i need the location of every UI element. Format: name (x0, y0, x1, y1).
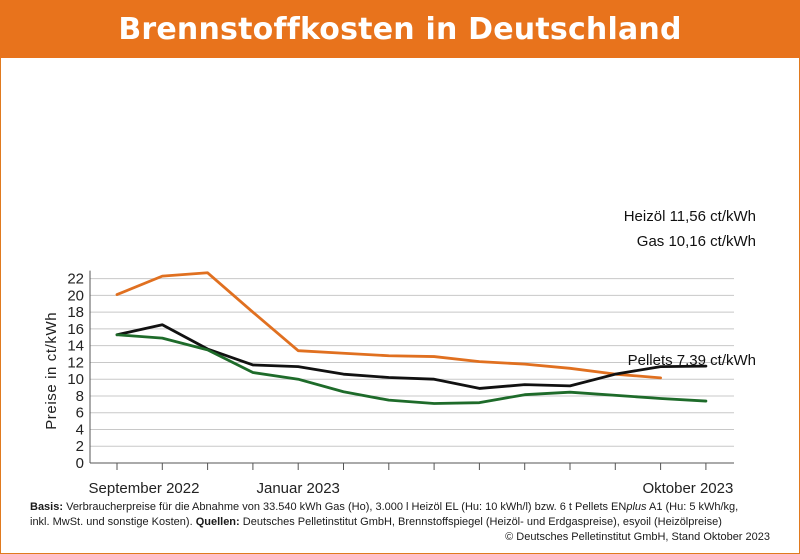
axes (89, 270, 734, 470)
y-tick-label: 14 (67, 338, 84, 355)
y-tick-label: 2 (76, 438, 84, 455)
series-label: Pellets 7,39 ct/kWh (628, 352, 756, 369)
footnote-line-2: inkl. MwSt. und sonstige Kosten). Quelle… (30, 515, 770, 530)
series-label: Gas 10,16 ct/kWh (637, 233, 756, 250)
copyright: © Deutsches Pelletinstitut GmbH, Stand O… (505, 531, 770, 543)
basis-text-2: A1 (Hu: 5 kWh/kg, (646, 501, 739, 513)
footnote-line-1: Basis: Verbraucherpreise für die Abnahme… (30, 500, 770, 515)
footnote: Basis: Verbraucherpreise für die Abnahme… (30, 500, 770, 545)
y-tick-label: 4 (76, 421, 84, 438)
y-tick-label: 6 (76, 405, 84, 422)
series-line-pellets (115, 333, 708, 405)
series-line-heizl (115, 323, 708, 390)
y-tick-label: 0 (76, 455, 84, 472)
basis-text: Verbraucherpreise für die Abnahme von 33… (63, 501, 627, 513)
y-tick-label: 20 (67, 287, 84, 304)
x-tick-label: Oktober 2023 (642, 480, 733, 497)
basis-italic: plus (626, 501, 647, 513)
y-tick-label: 18 (67, 304, 84, 321)
basis-label: Basis: (30, 501, 64, 513)
y-tick-label: 22 (67, 271, 84, 288)
y-tick-label: 10 (67, 371, 84, 388)
y-tick-label: 16 (67, 321, 84, 338)
y-axis-label: Preise in ct/kWh (43, 312, 60, 430)
y-tick-label: 12 (67, 354, 84, 371)
x-tick-label: Januar 2023 (256, 480, 339, 497)
sources-label: Quellen: (195, 516, 240, 528)
series-lines (115, 271, 708, 405)
sources-text: Deutsches Pelletinstitut GmbH, Brennstof… (239, 516, 722, 528)
series-line-gas (115, 271, 662, 380)
y-tick-label: 8 (76, 388, 84, 405)
chart-title: Brennstoffkosten in Deutschland (118, 11, 682, 47)
series-labels: Gas 10,16 ct/kWh Heizöl 11,56 ct/kWh Pelle… (624, 208, 756, 369)
line2-text: inkl. MwSt. und sonstige Kosten). (30, 516, 196, 528)
title-bar: Brennstoffkosten in Deutschland (0, 0, 800, 58)
x-tick-labels: September 2022 Januar 2023 Oktober 2023 (89, 480, 734, 497)
x-tick-label: September 2022 (89, 480, 200, 497)
series-label: Heizöl 11,56 ct/kWh (624, 208, 756, 225)
